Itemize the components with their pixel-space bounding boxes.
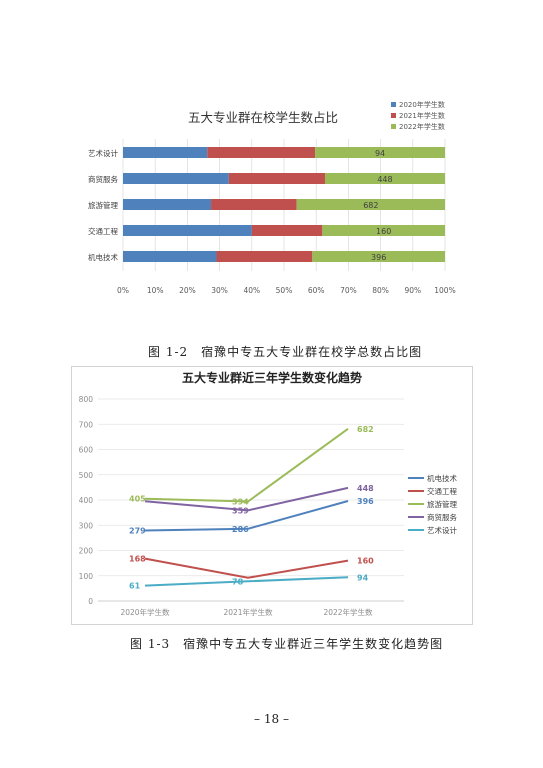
series-line — [144, 500, 349, 532]
legend-label: 2021年学生数 — [399, 111, 445, 120]
legend-label: 机电技术 — [427, 473, 457, 483]
y-tick-label: 800 — [79, 395, 94, 404]
data-label: 405 — [129, 495, 146, 504]
category-label: 交通工程 — [88, 226, 118, 236]
series-line — [144, 486, 349, 512]
data-label: 160 — [357, 557, 374, 566]
data-label: 448 — [377, 175, 392, 184]
bar-segment — [211, 199, 297, 210]
series-line — [144, 576, 349, 587]
data-label: 394 — [232, 498, 249, 507]
figure-caption-1-3: 图 1-3 宿豫中专五大专业群近三年学生数变化趋势图 — [130, 637, 444, 651]
x-tick-label: 70% — [340, 286, 357, 295]
x-tick-label: 2022年学生数 — [323, 607, 373, 617]
y-tick-label: 500 — [79, 471, 94, 480]
bar-segment — [312, 251, 445, 262]
bar-segment — [123, 251, 217, 262]
x-tick-label: 20% — [179, 286, 196, 295]
series-line — [144, 557, 349, 579]
page-number: – 18 – — [254, 712, 289, 726]
legend-label: 旅游管理 — [427, 499, 457, 509]
data-label: 94 — [357, 573, 369, 582]
legend-label: 商贸服务 — [427, 512, 457, 522]
data-label: 448 — [357, 484, 374, 493]
bar-segment — [123, 199, 212, 210]
y-tick-label: 700 — [79, 420, 94, 429]
data-label: 286 — [232, 525, 249, 534]
category-label: 商贸服务 — [88, 174, 118, 184]
series-line — [144, 427, 349, 503]
stacked-bar-chart-svg: 五大专业群在校学生数占比 2020年学生数 2021年学生数 2022年学生数 0% 10… — [88, 100, 456, 295]
figure-caption-1-2: 图 1-2 宿豫中专五大专业群在校学总数占比图 — [148, 345, 423, 359]
category-label: 艺术设计 — [88, 148, 118, 158]
x-tick-label: 60% — [308, 286, 325, 295]
bar-segment — [228, 173, 325, 184]
x-tick-label: 100% — [434, 286, 455, 295]
stacked-bar-chart: 五大专业群在校学生数占比 2020年学生数 2021年学生数 2022年学生数 0% 10… — [73, 95, 471, 323]
category-label: 旅游管理 — [88, 200, 118, 210]
bar-segment — [315, 147, 445, 158]
data-label: 359 — [232, 506, 249, 515]
legend-swatch — [391, 124, 396, 129]
bar-segment — [123, 173, 229, 184]
legend-label: 交通工程 — [427, 486, 457, 496]
line-chart-svg: 五大专业群近三年学生数变化趋势 0 100 200 300 400 500 600 700 800… — [79, 370, 458, 617]
bar-segment — [207, 147, 316, 158]
line-chart: 五大专业群近三年学生数变化趋势 0 100 200 300 400 500 600 700 800… — [71, 366, 473, 625]
data-label: 160 — [376, 227, 391, 236]
data-label: 396 — [357, 497, 374, 506]
data-label: 78 — [232, 577, 244, 586]
data-label: 682 — [363, 201, 378, 210]
legend-swatch — [391, 113, 396, 118]
chart-title: 五大专业群在校学生数占比 — [188, 110, 338, 125]
data-label: 682 — [357, 425, 374, 434]
x-tick-label: 40% — [243, 286, 260, 295]
x-tick-label: 2020年学生数 — [120, 607, 170, 617]
data-label: 94 — [375, 149, 385, 158]
data-label: 61 — [129, 582, 141, 591]
x-tick-label: 90% — [404, 286, 421, 295]
data-label: 279 — [129, 527, 146, 536]
legend-swatch — [391, 102, 396, 107]
bar-segment — [296, 199, 445, 210]
bar-segment — [216, 251, 313, 262]
x-tick-label: 50% — [276, 286, 293, 295]
data-label: 396 — [371, 253, 386, 262]
y-tick-label: 0 — [88, 597, 93, 606]
y-tick-label: 100 — [79, 572, 94, 581]
y-tick-label: 600 — [79, 446, 94, 455]
bar-segment — [322, 225, 445, 236]
data-label: 168 — [129, 555, 146, 564]
legend-label: 2022年学生数 — [399, 122, 445, 131]
y-tick-label: 400 — [79, 496, 94, 505]
legend-label: 艺术设计 — [427, 525, 457, 535]
category-label: 机电技术 — [88, 252, 118, 262]
bar-segment — [324, 173, 445, 184]
x-tick-label: 2021年学生数 — [223, 607, 273, 617]
bar-segment — [123, 225, 252, 236]
x-tick-label: 10% — [147, 286, 164, 295]
x-tick-label: 0% — [117, 286, 129, 295]
bar-segment — [251, 225, 323, 236]
x-tick-label: 30% — [211, 286, 228, 295]
chart-title: 五大专业群近三年学生数变化趋势 — [182, 370, 362, 385]
legend-label: 2020年学生数 — [399, 100, 445, 109]
y-tick-label: 300 — [79, 521, 94, 530]
x-tick-label: 80% — [372, 286, 389, 295]
y-tick-label: 200 — [79, 547, 94, 556]
bar-segment — [123, 147, 208, 158]
